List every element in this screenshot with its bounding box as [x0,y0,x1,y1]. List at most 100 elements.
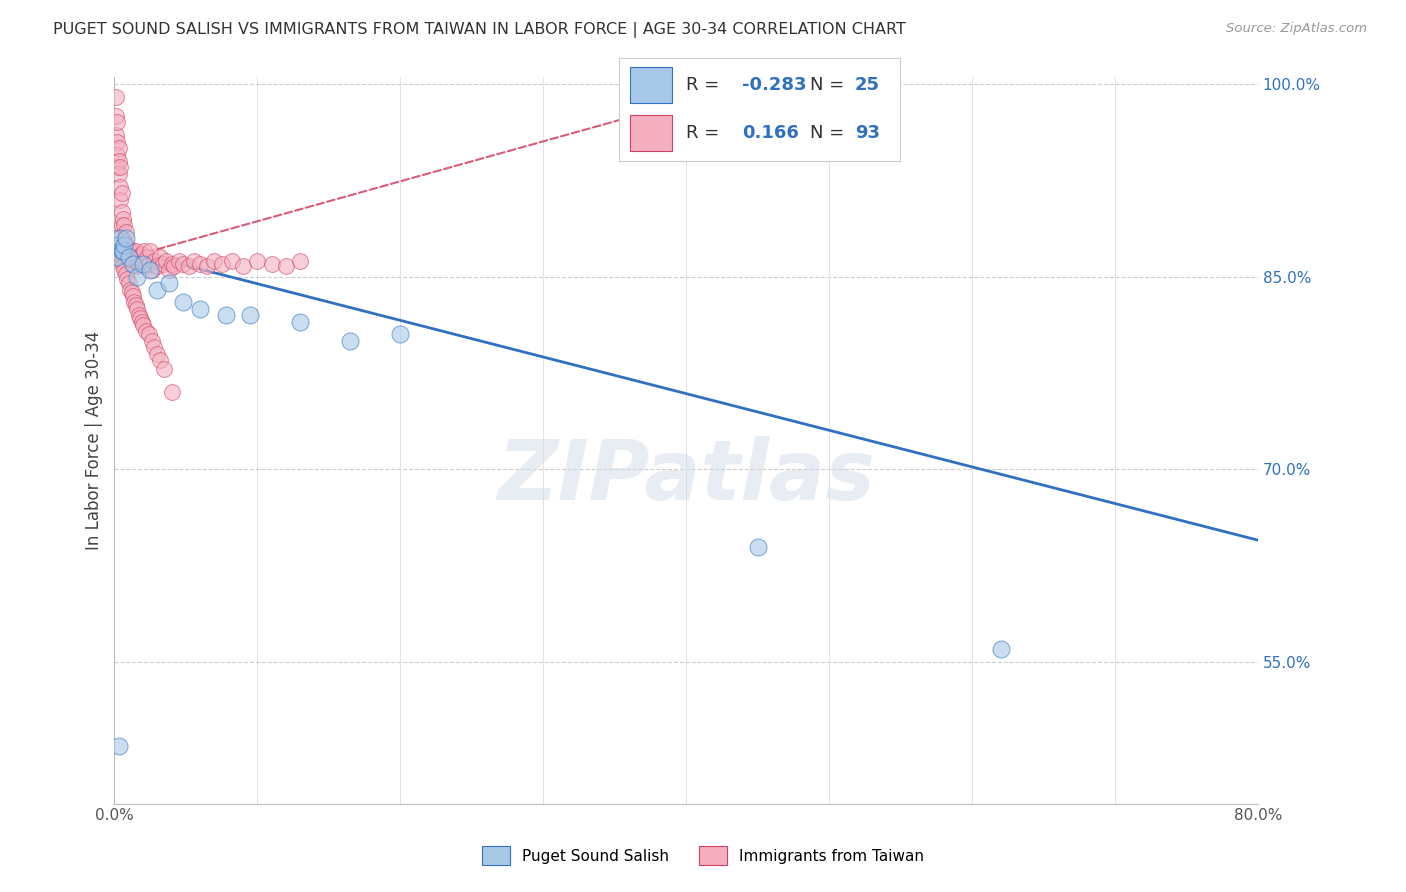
Point [117,237,139,252]
Point [111,260,134,274]
Point [111,231,134,245]
Point [163,260,186,274]
Point [118,257,141,271]
Point [107,739,129,753]
Point [167,254,190,268]
Text: 93: 93 [855,124,880,142]
Point [155,254,177,268]
Point [118,276,141,290]
Point [127,260,149,274]
Point [143,254,166,268]
Point [112,237,135,252]
Point [239,308,262,322]
Point [104,89,127,103]
Point [104,237,127,252]
Point [104,109,127,123]
Point [211,257,233,271]
Point [104,231,127,245]
Point [149,251,172,265]
Point [221,254,243,268]
Point [111,211,134,226]
Point [121,244,143,258]
Point [122,289,145,303]
Point [131,315,153,329]
Point [246,254,269,268]
Point [104,128,127,143]
Point [110,186,132,200]
Point [132,254,155,268]
Point [112,237,135,252]
Point [152,257,174,271]
Point [177,260,200,274]
Point [108,179,131,194]
Point [110,254,132,268]
Point [139,244,162,258]
Point [183,254,205,268]
Point [138,257,160,271]
Point [339,334,361,348]
Point [111,244,134,258]
Point [132,318,155,333]
Point [129,310,152,325]
Point [128,308,150,322]
Point [146,283,169,297]
Point [107,167,129,181]
Point [107,237,129,252]
Point [188,301,211,316]
Point [121,257,143,271]
Point [135,324,157,338]
Point [105,251,128,265]
Point [389,327,412,342]
Point [105,135,128,149]
Point [132,257,155,271]
Point [135,260,157,274]
Point [117,272,139,286]
Point [160,385,183,400]
Point [172,257,194,271]
Point [105,115,128,129]
Point [112,263,135,277]
Point [146,347,169,361]
Point [204,254,226,268]
Point [108,246,131,260]
Point [120,246,142,260]
Point [160,257,183,271]
Y-axis label: In Labor Force | Age 30-34: In Labor Force | Age 30-34 [86,331,103,550]
FancyBboxPatch shape [630,115,672,152]
Point [139,263,162,277]
Point [105,237,128,252]
Point [146,260,169,274]
Text: R =: R = [686,76,720,94]
Point [141,263,163,277]
Point [134,244,156,258]
Point [117,251,139,265]
Point [107,244,129,258]
Point [124,295,146,310]
Point [125,298,148,312]
Text: -0.283: -0.283 [742,76,807,94]
Point [105,161,128,175]
Point [115,267,138,281]
Point [141,334,163,348]
Point [138,327,160,342]
Text: 0.166: 0.166 [742,124,799,142]
Point [120,283,142,297]
Point [143,340,166,354]
Point [108,161,131,175]
Point [290,254,312,268]
Point [157,263,180,277]
Point [110,219,132,233]
Point [115,225,138,239]
Point [110,205,132,219]
Text: PUGET SOUND SALISH VS IMMIGRANTS FROM TAIWAN IN LABOR FORCE | AGE 30-34 CORRELAT: PUGET SOUND SALISH VS IMMIGRANTS FROM TA… [53,22,907,38]
Point [127,269,149,284]
Point [118,251,141,265]
Legend: Puget Sound Salish, Immigrants from Taiwan: Puget Sound Salish, Immigrants from Taiw… [475,840,931,871]
Point [274,260,297,274]
Point [125,244,148,258]
Point [131,246,153,260]
Point [195,260,218,274]
Point [290,315,312,329]
Point [107,153,129,168]
Point [115,244,138,258]
